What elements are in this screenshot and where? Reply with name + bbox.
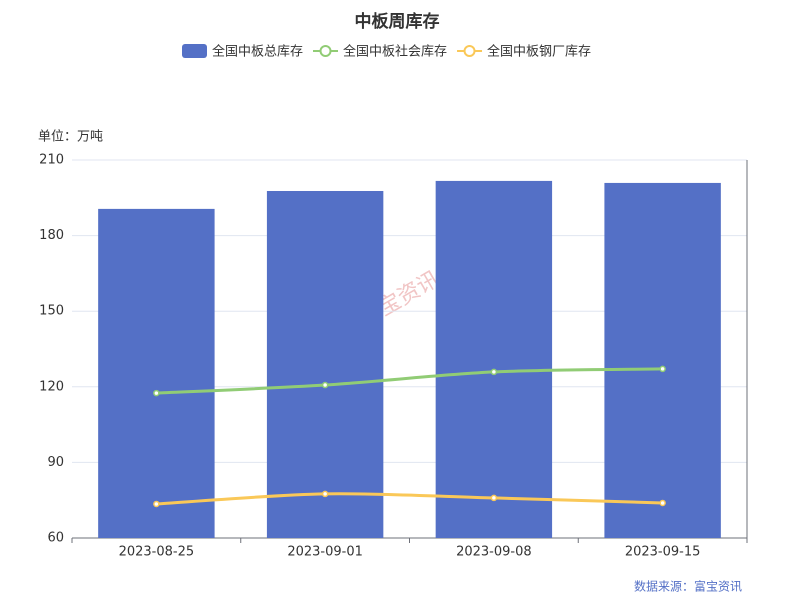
y-tick-label: 120: [39, 379, 64, 394]
bar: [435, 180, 553, 538]
legend-swatch: [319, 45, 332, 57]
legend-label: 全国中板钢厂库存: [487, 44, 591, 60]
y-axis-label: 单位：万吨: [38, 130, 103, 145]
point: [153, 500, 160, 508]
point: [153, 389, 160, 397]
line: [156, 367, 663, 395]
bar: [98, 208, 215, 538]
y-tick-label: 60: [47, 531, 64, 546]
source: 数据来源：富宝资讯: [634, 579, 742, 594]
x-tick-label: 2023-09-15: [625, 545, 701, 560]
y-tick-label: 90: [47, 455, 64, 470]
legend-label: 全国中板社会库存: [343, 44, 447, 60]
legend-label: 全国中板总库存: [212, 44, 303, 60]
x-tick-label: 2023-08-25: [119, 545, 195, 560]
y-tick-label: 180: [39, 228, 64, 243]
y-tick-label: 210: [39, 153, 64, 168]
point: [321, 490, 329, 498]
point: [321, 381, 329, 389]
chart-title: 中板周库存: [355, 11, 440, 32]
bar: [266, 190, 384, 538]
point: [659, 499, 666, 507]
point: [659, 365, 666, 373]
legend-swatch: [463, 45, 476, 57]
line: [156, 492, 663, 506]
x-tick-label: 2023-09-08: [456, 545, 532, 560]
point: [490, 494, 498, 502]
legend-swatch: [182, 44, 207, 58]
x-tick-label: 2023-09-01: [287, 545, 363, 560]
bar: [604, 182, 721, 538]
y-tick-label: 150: [39, 304, 64, 319]
point: [490, 368, 498, 376]
